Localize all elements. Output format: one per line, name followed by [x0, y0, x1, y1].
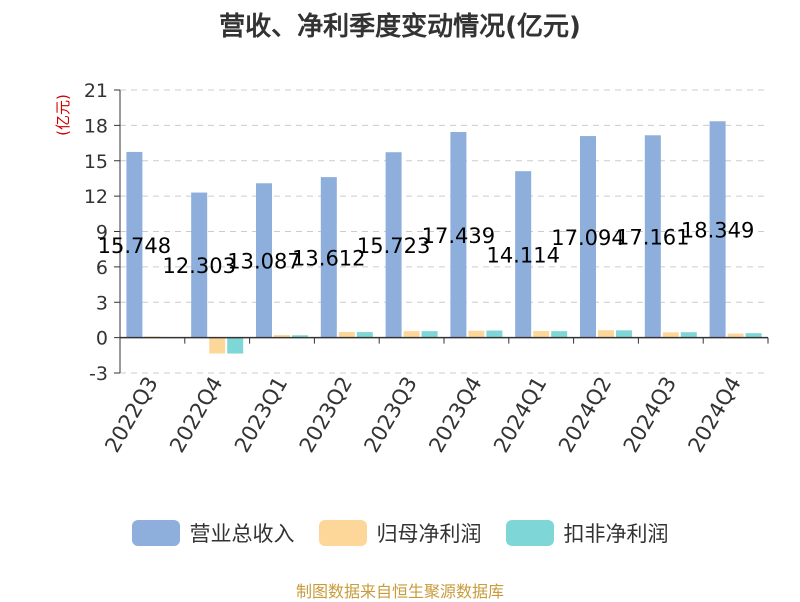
y-tick-label: 18 — [84, 115, 108, 137]
bar-营业总收入-2023Q1 — [256, 183, 272, 338]
y-tick-label: 0 — [96, 328, 108, 350]
data-label: 15.723 — [357, 234, 430, 258]
legend-item[interactable]: 归母净利润 — [318, 518, 482, 548]
x-tick-label: 2023Q2 — [295, 373, 357, 457]
bar-营业总收入-2024Q2 — [580, 136, 596, 338]
bar-扣非净利润-2023Q1 — [292, 335, 308, 338]
bar-归母净利润-2024Q2 — [598, 330, 614, 338]
y-tick-label: 12 — [84, 186, 108, 208]
legend-swatch — [505, 520, 554, 546]
y-tick-label: 21 — [84, 80, 108, 102]
legend-label: 营业总收入 — [189, 522, 295, 546]
bar-扣非净利润-2024Q1 — [551, 331, 568, 338]
x-tick-label: 2022Q4 — [165, 373, 227, 457]
x-tick-label: 2024Q4 — [683, 373, 745, 457]
legend-swatch — [318, 520, 367, 546]
data-label: 13.612 — [292, 246, 365, 270]
data-label: 14.114 — [486, 243, 559, 267]
y-tick-label: 3 — [96, 292, 108, 314]
data-label: 18.349 — [681, 218, 754, 242]
legend-swatch — [131, 520, 180, 546]
bar-归母净利润-2022Q4 — [209, 337, 226, 354]
bar-营业总收入-2022Q3 — [126, 151, 143, 338]
data-label: 12.303 — [162, 254, 235, 278]
y-tick-label: 6 — [96, 257, 108, 279]
bar-归母净利润-2023Q3 — [403, 331, 420, 338]
data-label: 15.748 — [98, 234, 171, 258]
bar-归母净利润-2023Q2 — [338, 331, 355, 338]
data-label: 17.161 — [616, 225, 689, 249]
x-tick-label: 2024Q2 — [554, 373, 616, 457]
legend-item[interactable]: 营业总收入 — [131, 518, 295, 548]
source-note: 制图数据来自恒生聚源数据库 — [295, 582, 504, 601]
legend-item[interactable]: 扣非净利润 — [505, 518, 669, 548]
x-tick-label: 2023Q1 — [230, 373, 292, 457]
bar-归母净利润-2024Q4 — [727, 333, 744, 338]
bar-扣非净利润-2023Q3 — [421, 331, 438, 338]
x-tick-label: 2024Q3 — [619, 373, 681, 457]
chart-title: 营收、净利季度变动情况(亿元) — [219, 12, 581, 42]
y-tick-label: -3 — [89, 363, 108, 385]
bar-营业总收入-2022Q4 — [191, 192, 208, 338]
x-tick-label: 2024Q1 — [489, 373, 551, 457]
bar-扣非净利润-2023Q2 — [356, 332, 373, 338]
bar-营业总收入-2023Q3 — [385, 152, 402, 338]
bar-归母净利润-2024Q3 — [662, 332, 679, 338]
data-label: 13.087 — [227, 249, 300, 273]
bar-归母净利润-2024Q1 — [533, 331, 550, 338]
y-axis-unit: (亿元) — [54, 94, 72, 136]
x-tick-label: 2022Q3 — [100, 373, 162, 457]
bar-扣非净利润-2024Q4 — [745, 333, 762, 338]
bar-扣非净利润-2024Q3 — [680, 332, 697, 338]
bar-扣非净利润-2024Q2 — [616, 330, 632, 338]
data-label: 17.439 — [422, 224, 495, 248]
legend-label: 归母净利润 — [376, 522, 482, 546]
bar-归母净利润-2023Q1 — [274, 335, 290, 338]
data-label: 17.094 — [551, 226, 624, 250]
bar-营业总收入-2024Q1 — [515, 171, 532, 338]
x-tick-label: 2023Q3 — [359, 373, 421, 457]
x-tick-label: 2023Q4 — [424, 373, 486, 457]
y-tick-label: 9 — [96, 222, 108, 244]
bar-营业总收入-2024Q3 — [644, 135, 661, 338]
bar-营业总收入-2023Q4 — [450, 131, 467, 338]
bar-扣非净利润-2023Q4 — [486, 330, 503, 338]
bar-扣非净利润-2022Q4 — [227, 337, 244, 354]
bar-归母净利润-2023Q4 — [468, 330, 485, 338]
y-tick-label: 15 — [84, 151, 108, 173]
bar-营业总收入-2023Q2 — [320, 177, 337, 338]
bar-营业总收入-2024Q4 — [709, 121, 726, 338]
legend-label: 扣非净利润 — [563, 522, 669, 546]
chart-legend: 营业总收入 归母净利润 扣非净利润 — [0, 518, 800, 548]
